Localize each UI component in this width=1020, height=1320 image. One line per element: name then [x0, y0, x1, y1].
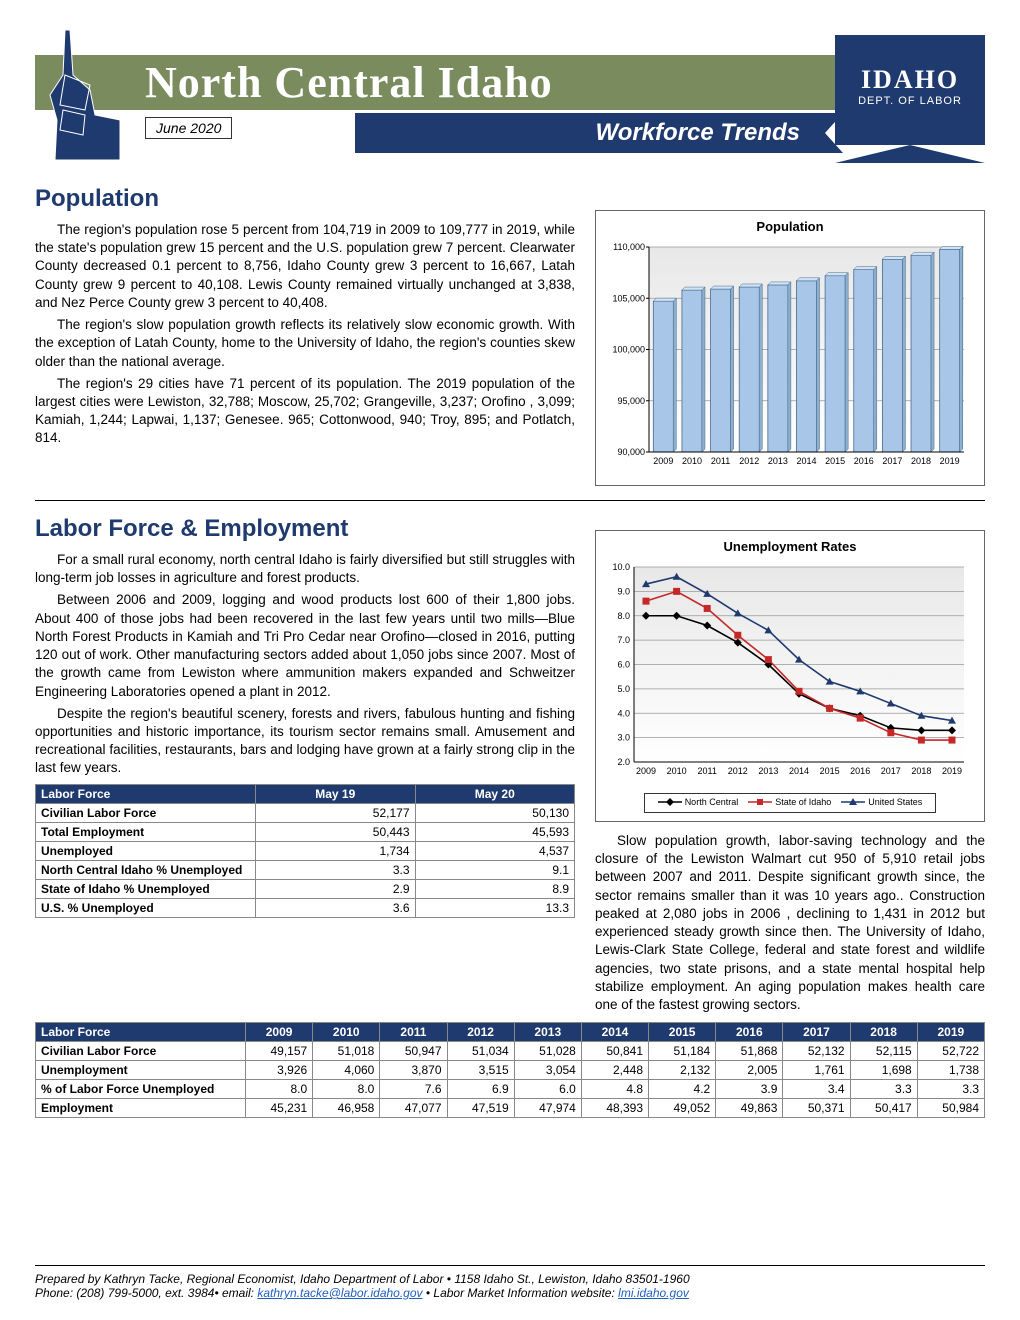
badge-line2: DEPT. OF LABOR: [835, 95, 985, 107]
svg-text:2013: 2013: [758, 766, 778, 776]
svg-text:2012: 2012: [728, 766, 748, 776]
population-body: The region's population rose 5 percent f…: [35, 221, 575, 448]
svg-text:4.0: 4.0: [617, 708, 630, 718]
svg-text:2018: 2018: [911, 766, 931, 776]
labor-force-wide-table: Labor Force20092010201120122013201420152…: [35, 1022, 985, 1118]
svg-text:2015: 2015: [825, 456, 845, 466]
svg-text:2019: 2019: [940, 456, 960, 466]
labor-title: Labor Force & Employment: [35, 515, 575, 543]
idaho-dept-badge: IDAHO DEPT. OF LABOR: [835, 35, 985, 145]
footer-website-link[interactable]: lmi.idaho.gov: [618, 1286, 689, 1300]
population-chart: Population 90,000 95,000 100,000 105,000 110…: [595, 210, 985, 486]
svg-text:7.0: 7.0: [617, 635, 630, 645]
population-para-1: The region's population rose 5 percent f…: [35, 221, 575, 312]
population-title: Population: [35, 185, 575, 213]
labor-para-2: Between 2006 and 2009, logging and wood …: [35, 591, 575, 700]
population-section: Population The region's population rose …: [35, 185, 985, 486]
population-para-3: The region's 29 cities have 71 percent o…: [35, 375, 575, 448]
unemployment-chart: Unemployment Rates 2.0 3.0 4.0 5.0 6.0 7.0 8.0…: [595, 530, 985, 822]
svg-text:2009: 2009: [636, 766, 656, 776]
svg-text:90,000: 90,000: [617, 447, 645, 457]
svg-text:2016: 2016: [850, 766, 870, 776]
svg-text:10.0: 10.0: [612, 562, 630, 572]
section-divider: [35, 500, 985, 501]
svg-text:6.0: 6.0: [617, 660, 630, 670]
subtitle: Workforce Trends: [355, 113, 825, 153]
svg-text:2017: 2017: [881, 766, 901, 776]
footer: Prepared by Kathryn Tacke, Regional Econ…: [35, 1265, 985, 1300]
main-title: North Central Idaho: [145, 57, 553, 108]
svg-text:2009: 2009: [653, 456, 673, 466]
idaho-state-icon: [35, 25, 130, 165]
unemployment-legend: North CentralState of IdahoUnited States: [644, 793, 937, 813]
svg-text:2019: 2019: [942, 766, 962, 776]
unemployment-chart-svg: 2.0 3.0 4.0 5.0 6.0 7.0 8.0 9.0 10.0 2009 2010 2011…: [604, 562, 974, 782]
svg-text:8.0: 8.0: [617, 611, 630, 621]
labor-force-small-table: Labor ForceMay 19May 20Civilian Labor Fo…: [35, 784, 575, 918]
labor-section: Labor Force & Employment For a small rur…: [35, 515, 985, 1018]
svg-text:95,000: 95,000: [617, 396, 645, 406]
svg-text:2018: 2018: [911, 456, 931, 466]
population-chart-title: Population: [604, 219, 976, 234]
header: North Central Idaho IDAHO DEPT. OF LABOR…: [35, 25, 985, 165]
svg-text:2010: 2010: [667, 766, 687, 776]
svg-text:5.0: 5.0: [617, 684, 630, 694]
population-chart-svg: 90,000 95,000 100,000 105,000 110,000 2009 201…: [604, 242, 974, 472]
svg-text:2015: 2015: [820, 766, 840, 776]
labor-para-right: Slow population growth, labor-saving tec…: [595, 832, 985, 1014]
svg-text:2012: 2012: [739, 456, 759, 466]
svg-text:2011: 2011: [711, 456, 730, 466]
unemployment-chart-title: Unemployment Rates: [604, 539, 976, 554]
svg-text:2010: 2010: [682, 456, 702, 466]
issue-date: June 2020: [145, 117, 232, 139]
svg-text:105,000: 105,000: [612, 293, 645, 303]
svg-text:2013: 2013: [768, 456, 788, 466]
svg-text:9.0: 9.0: [617, 586, 630, 596]
badge-line1: IDAHO: [835, 65, 985, 95]
svg-text:3.0: 3.0: [617, 733, 630, 743]
svg-text:2014: 2014: [789, 766, 809, 776]
labor-para-3: Despite the region's beautiful scenery, …: [35, 705, 575, 778]
population-para-2: The region's slow population growth refl…: [35, 316, 575, 371]
svg-text:2017: 2017: [882, 456, 902, 466]
labor-body-left: For a small rural economy, north central…: [35, 551, 575, 778]
labor-body-right: Slow population growth, labor-saving tec…: [595, 832, 985, 1014]
svg-text:110,000: 110,000: [613, 242, 645, 252]
footer-line1: Prepared by Kathryn Tacke, Regional Econ…: [35, 1272, 985, 1286]
svg-text:100,000: 100,000: [612, 345, 645, 355]
svg-text:2014: 2014: [796, 456, 816, 466]
footer-email-link[interactable]: kathryn.tacke@labor.idaho.gov: [257, 1286, 422, 1300]
svg-text:2011: 2011: [698, 766, 717, 776]
footer-line2: Phone: (208) 799-5000, ext. 3984• email:…: [35, 1286, 985, 1300]
labor-para-1: For a small rural economy, north central…: [35, 551, 575, 587]
svg-text:2.0: 2.0: [617, 757, 630, 767]
svg-text:2016: 2016: [854, 456, 874, 466]
